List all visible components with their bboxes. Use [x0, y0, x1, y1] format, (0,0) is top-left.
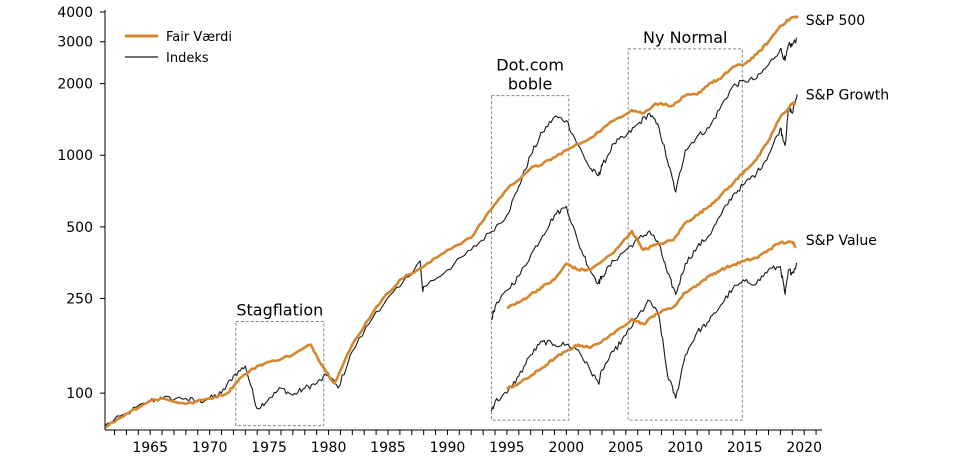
- sp-growth-index-line: [491, 94, 798, 321]
- x-tick-label: 1980: [311, 440, 347, 456]
- x-tick-label: 1975: [251, 440, 287, 456]
- series-labels: S&P 500 S&P Growth S&P Value: [806, 13, 889, 249]
- sp-growth-fair-value-line: [506, 101, 797, 309]
- y-axis: 100 250 500 1000 2000 3000 4000: [57, 5, 105, 402]
- x-tick-label: 2015: [727, 440, 763, 456]
- x-tick-label: 2010: [667, 440, 703, 456]
- sp-500-label: S&P 500: [806, 13, 865, 29]
- sp-500-fair-value-line: [104, 15, 799, 429]
- x-tick-label: 1985: [370, 440, 406, 456]
- sp-value-index-line: [490, 262, 798, 412]
- x-tick-label: 2000: [549, 440, 585, 456]
- x-axis: 1965 1970 1975 1980 1985 1990 1995 2000 2005 2010…: [114, 430, 822, 456]
- y-tick-label: 500: [66, 220, 93, 236]
- legend-label-fair-value: Fair Værdi: [166, 30, 232, 45]
- y-tick-label: 2000: [57, 77, 93, 93]
- x-tick-label: 1990: [430, 440, 466, 456]
- y-tick-label: 4000: [57, 5, 93, 21]
- legend: Fair Værdi Indeks: [125, 30, 232, 66]
- legend-label-index: Indeks: [166, 51, 209, 66]
- x-tick-label: 2020: [786, 440, 822, 456]
- series-lines: [104, 15, 799, 429]
- ny-normal-label: Ny Normal: [643, 28, 727, 47]
- x-tick-label: 2005: [608, 440, 644, 456]
- sp-value-label: S&P Value: [806, 233, 877, 249]
- sp-500-index-line: [104, 37, 797, 427]
- y-tick-label: 1000: [57, 148, 93, 164]
- ny-normal-box: [627, 48, 743, 421]
- sp-value-fair-value-line: [506, 240, 797, 391]
- dot-com-boble-label: boble: [508, 75, 552, 94]
- y-tick-label: 100: [66, 386, 93, 402]
- x-tick-label: 1965: [132, 440, 168, 456]
- dot-com-boble-label: Dot.com: [496, 56, 564, 75]
- y-tick-label: 3000: [57, 35, 93, 51]
- dot-com-boble-box: [490, 95, 570, 421]
- stagflation-box: [235, 321, 325, 427]
- x-tick-label: 1970: [192, 440, 228, 456]
- sp-growth-label: S&P Growth: [806, 88, 889, 104]
- stagflation-label: Stagflation: [236, 301, 323, 320]
- x-tick-label: 1995: [489, 440, 525, 456]
- y-tick-label: 250: [66, 291, 93, 307]
